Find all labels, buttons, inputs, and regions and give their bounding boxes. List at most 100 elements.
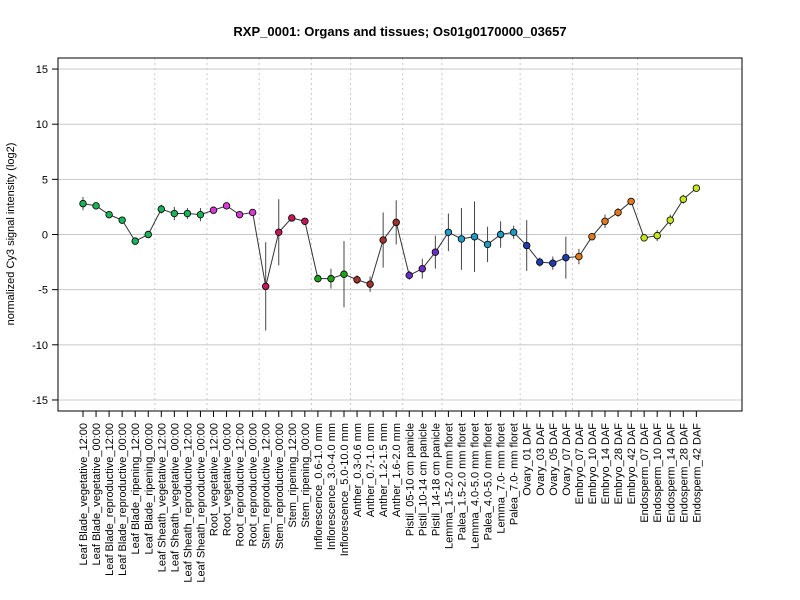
- x-tick-label: Leaf Blade_vegetative_00:00: [91, 423, 103, 566]
- x-tick-label: Endosperm_07 DAF: [639, 423, 651, 523]
- data-point: [366, 280, 374, 288]
- data-point: [92, 202, 100, 210]
- data-point: [157, 205, 165, 213]
- data-point: [79, 199, 87, 208]
- y-tick-label: 15: [36, 64, 48, 76]
- x-tick-label: Endosperm_10 DAF: [652, 423, 664, 523]
- grid: [58, 58, 742, 411]
- x-tick-label: Inflorescence_5.0-10.0 mm: [339, 423, 351, 556]
- x-tick-label: Ovary_01 DAF: [522, 423, 534, 496]
- x-tick-label: Palea_7.0- mm floret: [509, 423, 521, 525]
- x-tick-label: Leaf Blade_ripening_12:00: [130, 423, 142, 555]
- data-point: [353, 276, 361, 284]
- x-tick-label: Embryo_28 DAF: [613, 423, 625, 505]
- x-tick-label: Palea_4.0-5.0 mm floret: [483, 423, 495, 540]
- data-point: [183, 209, 192, 218]
- x-tick-label: Ovary_03 DAF: [535, 423, 547, 496]
- x-tick-label: Palea_1.5-2.0 mm floret: [456, 423, 468, 540]
- x-tick-label: Lemma_4.0-5.0 mm floret: [470, 423, 482, 549]
- x-tick-label: Root_vegetative_00:00: [222, 423, 234, 536]
- data-point: [523, 241, 531, 250]
- x-tick-label: Leaf Sheath_reproductive_12:00: [182, 423, 194, 583]
- x-tick-label: Leaf Sheath_vegetative_00:00: [169, 423, 181, 572]
- y-tick-label: 5: [42, 174, 48, 186]
- x-tick-label: Pistil_10-14 cm panicle: [417, 423, 429, 536]
- series-line: [82, 187, 697, 287]
- x-tick-label: Leaf Blade_reproductive_12:00: [104, 423, 116, 576]
- x-tick-label: Stem_ripening_12:00: [287, 423, 299, 528]
- x-tick-label: Embryo_10 DAF: [587, 423, 599, 505]
- data-point: [379, 236, 387, 244]
- x-tick-label: Stem_reproductive_12:00: [261, 423, 273, 549]
- x-tick-label: Leaf Sheath_vegetative_12:00: [156, 423, 168, 572]
- data-point: [483, 240, 492, 249]
- data-point: [288, 214, 296, 222]
- x-tick-label: Embryo_14 DAF: [600, 423, 612, 505]
- data-points: [79, 184, 701, 291]
- data-point: [509, 228, 518, 236]
- data-point: [470, 233, 479, 241]
- data-point: [262, 282, 270, 291]
- data-point: [627, 197, 635, 206]
- data-point: [105, 210, 113, 219]
- data-point: [222, 202, 231, 210]
- y-tick-label: 10: [36, 119, 48, 131]
- data-point: [275, 228, 283, 236]
- x-tick-label: Root_reproductive_12:00: [235, 423, 247, 547]
- x-tick-label: Inflorescence_3.0-4.0 mm: [326, 423, 338, 550]
- data-point: [679, 195, 687, 203]
- data-point: [301, 217, 309, 225]
- data-point: [575, 252, 583, 261]
- data-point: [562, 253, 570, 262]
- data-point: [314, 274, 322, 283]
- series-path: [82, 187, 697, 287]
- data-point: [496, 230, 505, 239]
- x-tick-label: Ovary_07 DAF: [561, 423, 573, 496]
- data-point: [405, 271, 413, 280]
- x-axis: Leaf Blade_vegetative_12:00 Leaf Blade_ve…: [78, 411, 703, 583]
- x-tick-label: Endosperm_14 DAF: [665, 423, 677, 523]
- y-tick-label: 0: [42, 230, 48, 242]
- x-tick-label: Lemma_1.5-2.0 mm floret: [443, 423, 455, 549]
- data-point: [144, 230, 152, 239]
- x-tick-label: Stem_reproductive_00:00: [274, 423, 286, 549]
- data-point: [653, 231, 661, 240]
- data-point: [170, 209, 179, 218]
- data-point: [248, 208, 257, 217]
- x-tick-label: Anther_1.6-2.0 mm: [391, 423, 403, 517]
- y-tick-label: -5: [38, 285, 48, 297]
- chart-title: RXP_0001: Organs and tissues; Os01g01700…: [233, 24, 566, 39]
- x-tick-label: Leaf Blade_ripening_00:00: [143, 423, 155, 555]
- data-point: [431, 248, 440, 256]
- error-bars: [82, 184, 697, 331]
- x-tick-label: Root_vegetative_12:00: [209, 423, 221, 536]
- data-point: [457, 235, 466, 243]
- data-point: [601, 217, 609, 225]
- x-tick-label: Ovary_05 DAF: [548, 423, 560, 496]
- data-point: [327, 274, 335, 283]
- data-point: [588, 233, 596, 241]
- data-point: [418, 264, 426, 273]
- x-tick-label: Pistil_05-10 cm panicle: [404, 423, 416, 536]
- x-tick-label: Anther_0.7-1.0 mm: [365, 423, 377, 517]
- data-point: [549, 259, 557, 267]
- y-axis-label: normalized Cy3 signal intensity (log2): [5, 143, 17, 326]
- x-tick-label: Stem_ripening_00:00: [300, 423, 312, 528]
- x-tick-label: Leaf Blade_vegetative_12:00: [78, 423, 90, 566]
- data-point: [392, 218, 400, 227]
- x-tick-label: Leaf Blade_reproductive_00:00: [117, 423, 129, 576]
- x-tick-label: Endosperm_28 DAF: [678, 423, 690, 523]
- data-point: [614, 208, 622, 217]
- x-tick-label: Leaf Sheath_reproductive_00:00: [195, 423, 207, 583]
- data-point: [340, 270, 348, 278]
- x-tick-label: Inflorescence_0.6-1.0 mm: [313, 423, 325, 550]
- plot-frame: [57, 57, 743, 412]
- x-tick-label: Embryo_42 DAF: [626, 423, 638, 505]
- data-point: [640, 234, 648, 242]
- x-tick-label: Root_reproductive_00:00: [248, 423, 260, 547]
- data-point: [209, 206, 218, 214]
- data-point: [118, 216, 126, 224]
- y-axis: -15 -10 -5 0 5 10 15: [32, 64, 58, 407]
- data-point: [692, 184, 701, 192]
